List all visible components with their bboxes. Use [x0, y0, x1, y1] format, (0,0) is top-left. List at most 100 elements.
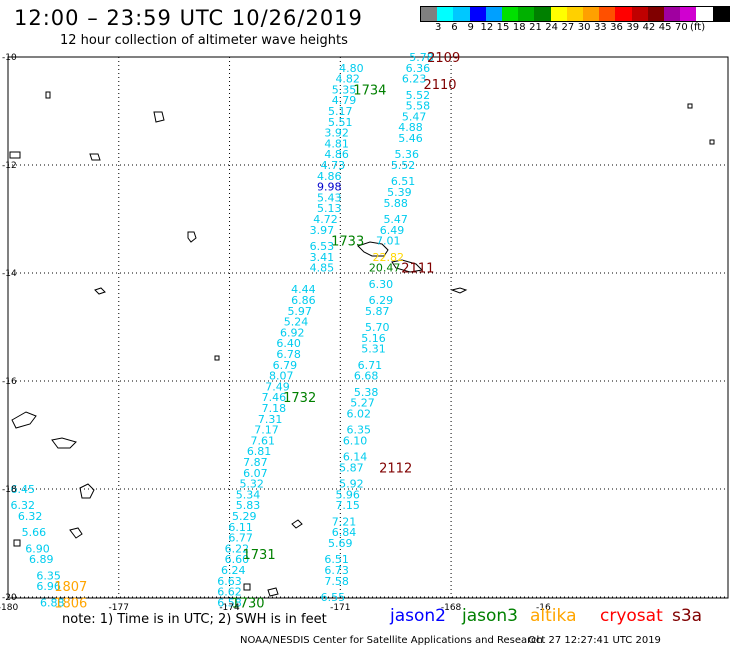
pass-time-label: 2110	[423, 78, 456, 93]
wave-height-value: 5.96	[335, 488, 360, 501]
wave-height-value: 5.47	[383, 213, 408, 226]
wave-height-value: 6.90	[25, 542, 50, 555]
pass-time-labels: 2109 2110 1734 1733 2111 1732 2112 1731 1730 1807…	[54, 51, 460, 611]
wave-height-value: 6.77	[228, 532, 253, 545]
fiji-lau-2	[13, 539, 21, 547]
scale-swatch	[599, 7, 616, 21]
scale-swatch	[437, 7, 454, 21]
scale-swatch	[615, 7, 632, 21]
axis-labels: -180 -177 -174 -171 -168 -16 -10 -12 -14 -16 -18 -2…	[0, 53, 551, 613]
wave-height-value: 5.43	[317, 191, 342, 204]
scale-label: 21	[529, 22, 542, 33]
wave-height-value: 7.49	[265, 380, 290, 393]
wave-height-value: 6.73	[324, 564, 349, 577]
lat-tick-label: -16	[2, 377, 17, 387]
wave-height-value: 6.29	[369, 294, 394, 307]
wave-height-value: 4.44	[291, 283, 316, 296]
wave-height-value: 5.88	[383, 197, 408, 210]
north-islet-1	[45, 91, 51, 99]
lon-tick-label: -171	[330, 603, 350, 613]
pass-time-label: 1732	[283, 391, 316, 406]
wave-height-value: 6.60	[225, 553, 250, 566]
wave-height-value: 5.46	[398, 132, 423, 145]
pass-time-label: 1731	[243, 548, 276, 563]
lon-tick-label: -174	[219, 603, 240, 613]
wave-height-value: 7.17	[254, 424, 279, 437]
scale-swatch	[664, 7, 681, 21]
wave-height-value: 5.69	[328, 537, 353, 550]
pass-time-label: 1806	[54, 596, 87, 611]
wave-height-value: 5.36	[395, 148, 420, 161]
wave-height-value: 5.87	[365, 305, 390, 318]
east-islet-2	[709, 139, 715, 145]
wave-height-value: 6.45	[11, 483, 36, 496]
lat-tick-label: -10	[2, 53, 17, 63]
wave-height-value: 3.97	[310, 224, 335, 237]
wave-height-value: 6.58	[217, 596, 242, 609]
credit-line: NOAA/NESDIS Center for Satellite Applica…	[240, 635, 543, 646]
wave-height-value: 6.71	[358, 359, 383, 372]
scale-label: 39	[626, 22, 640, 33]
wave-height-value: 5.52	[406, 89, 431, 102]
pass-time-label: 1733	[331, 235, 364, 250]
wave-height-value: 5.66	[22, 526, 47, 539]
wave-height-value: 4.79	[332, 94, 357, 107]
scale-swatch	[566, 7, 584, 21]
wave-height-value: 4.86	[324, 148, 349, 161]
pass-time-label: 2109	[427, 51, 460, 66]
wave-height-value: 5.17	[328, 105, 353, 118]
lon-tick-label: -177	[109, 603, 129, 613]
wave-height-value: 7.01	[376, 235, 401, 248]
tutuila-island	[450, 287, 468, 294]
wave-height-value: 6.14	[343, 451, 368, 464]
wave-height-value: 6.23	[402, 73, 427, 86]
scale-label: 6	[451, 22, 458, 33]
wave-height-value: 22.82	[373, 251, 405, 264]
scale-label: 36	[610, 22, 623, 33]
wave-height-value: 6.53	[310, 240, 335, 253]
wave-height-value: 6.84	[332, 526, 357, 539]
niuafoou-island	[214, 355, 220, 361]
island-outlines	[9, 91, 715, 597]
wave-height-value: 5.92	[339, 478, 364, 491]
scale-label: 70	[674, 22, 688, 33]
scale-swatch	[550, 7, 567, 21]
lat-lon-grid	[7, 56, 729, 599]
wave-height-value: 6.32	[18, 510, 43, 523]
color-scale-bar	[420, 6, 730, 22]
wave-height-value: 6.79	[273, 359, 298, 372]
scale-swatch	[680, 7, 697, 21]
scale-label: (ft)	[690, 22, 706, 33]
pass-time-label: 2111	[401, 262, 434, 277]
wave-height-value: 5.13	[317, 202, 342, 215]
wave-height-values: 5.786.366.235.525.585.474.885.465.365.52…	[11, 51, 434, 609]
map-title: 12:00 – 23:59 UTC 10/26/2019	[14, 6, 363, 30]
scale-label: 42	[642, 22, 656, 33]
scale-label: 27	[561, 22, 575, 33]
wave-height-value: 6.11	[228, 521, 253, 534]
scale-swatch	[583, 7, 600, 21]
wave-height-value: 20.47	[369, 262, 401, 275]
wave-height-value: 5.83	[236, 499, 261, 512]
wave-height-value: 6.10	[343, 434, 368, 447]
wave-height-value: 6.07	[243, 467, 268, 480]
wave-height-value: 5.32	[239, 478, 264, 491]
legend-s3a: s3a	[672, 606, 703, 626]
wave-height-value: 5.51	[328, 116, 353, 129]
wave-height-value: 4.80	[339, 62, 364, 75]
wave-height-value: 6.68	[354, 370, 379, 383]
pass-time-label: 1734	[353, 83, 386, 98]
fiji-taveuni	[51, 437, 77, 449]
map-subtitle: 12 hour collection of altimeter wave hei…	[60, 33, 348, 48]
scale-swatch	[631, 7, 648, 21]
legend-cryosat: cryosat	[600, 606, 663, 626]
wave-height-value: 5.38	[354, 386, 379, 399]
scale-swatch	[502, 7, 519, 21]
wave-height-value: 4.82	[335, 73, 360, 86]
scale-swatch	[453, 7, 470, 21]
samoa-upolu-island	[357, 241, 389, 257]
scale-swatch	[485, 7, 503, 21]
wave-height-value: 5.39	[387, 186, 412, 199]
wave-height-value: 5.87	[339, 461, 364, 474]
wave-height-value: 7.61	[251, 434, 276, 447]
